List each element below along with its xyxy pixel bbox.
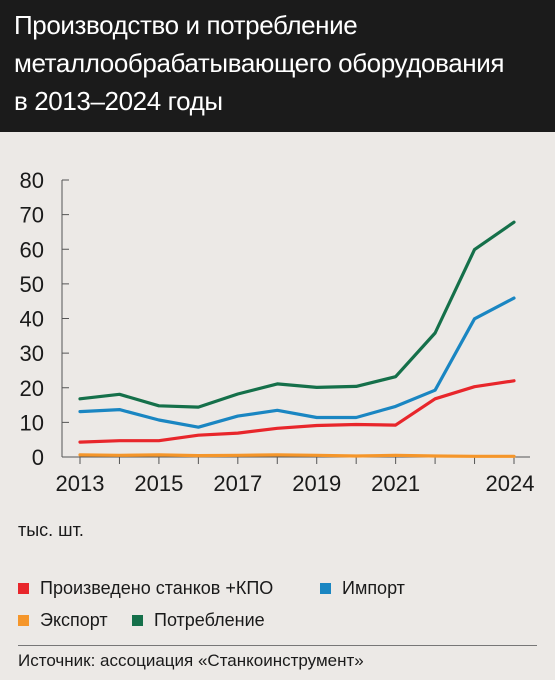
y-tick-label-50: 50: [20, 272, 44, 297]
legend-item-export: Экспорт: [18, 610, 108, 631]
legend-label-production: Произведено станков +КПО: [40, 578, 274, 598]
legend-item-import: Импорт: [320, 578, 405, 599]
y-tick-label-80: 80: [20, 168, 44, 193]
chart-header: Производство и потребление металлообраба…: [0, 0, 555, 132]
legend-item-consumption: Потребление: [132, 610, 265, 631]
series-line-export: [78, 453, 516, 458]
source-divider: [18, 645, 537, 646]
legend-swatch-export: [18, 615, 29, 626]
x-tick-label-2015: 2015: [134, 471, 183, 496]
chart-title-line-1: Производство и потребление: [14, 10, 358, 40]
y-tick-label-60: 60: [20, 237, 44, 262]
y-tick-label-10: 10: [20, 410, 44, 435]
legend-swatch-production: [18, 583, 29, 594]
chart-title-line-2: металлообрабатывающего оборудования: [14, 48, 505, 78]
y-tick-label-70: 70: [20, 203, 44, 228]
y-tick-label-40: 40: [20, 307, 44, 332]
x-tick-label-2021: 2021: [371, 471, 420, 496]
y-tick-label-30: 30: [20, 341, 44, 366]
y-tick-label-0: 0: [32, 445, 44, 470]
legend-label-consumption: Потребление: [154, 610, 265, 630]
y-tick-label-20: 20: [20, 376, 44, 401]
unit-label: тыс. шт.: [18, 520, 84, 540]
legend-swatch-consumption: [132, 615, 143, 626]
legend-item-production: Произведено станков +КПО: [18, 578, 273, 599]
legend-label-import: Импорт: [342, 578, 405, 598]
series-line-import: [78, 296, 516, 429]
x-tick-label-2024: 2024: [486, 471, 535, 496]
x-tick-label-2019: 2019: [292, 471, 341, 496]
x-tick-label-2017: 2017: [213, 471, 262, 496]
legend-label-export: Экспорт: [40, 610, 108, 630]
series-line-production: [78, 379, 516, 444]
legend-swatch-import: [320, 583, 331, 594]
chart-title-line-3: в 2013–2024 годы: [14, 86, 223, 116]
series-line-consumption: [78, 220, 516, 409]
line-chart: 0 10 20 30 40 50 60 70 80 2013 2015 2017 2019 2021 202…: [20, 168, 535, 496]
source-note: Источник: ассоциация «Станкоинструмент»: [18, 651, 364, 670]
x-tick-label-2013: 2013: [56, 471, 105, 496]
